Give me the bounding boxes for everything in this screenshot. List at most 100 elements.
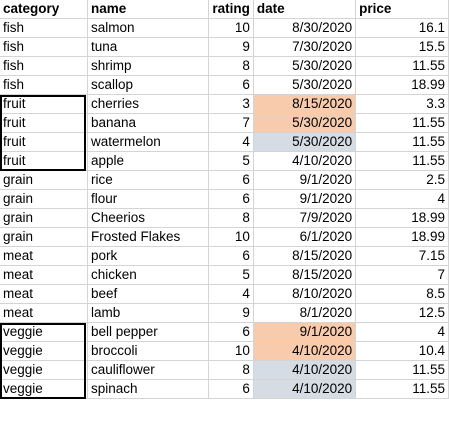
rating-cell[interactable]: 6 [208, 379, 254, 399]
rating-cell[interactable]: 9 [208, 37, 254, 57]
price-cell[interactable]: 18.99 [355, 208, 449, 228]
category-cell[interactable]: meat [0, 303, 88, 323]
category-cell[interactable]: fruit [0, 132, 88, 152]
category-cell[interactable]: grain [0, 170, 88, 190]
rating-cell[interactable]: 10 [208, 227, 254, 247]
header-date[interactable]: date [253, 0, 357, 19]
date-cell[interactable]: 8/1/2020 [253, 303, 357, 323]
name-cell[interactable]: watermelon [87, 132, 210, 152]
price-cell[interactable]: 7.15 [355, 246, 449, 266]
rating-cell[interactable]: 6 [208, 246, 254, 266]
price-cell[interactable]: 12.5 [355, 303, 449, 323]
name-cell[interactable]: rice [87, 170, 210, 190]
price-cell[interactable]: 11.55 [355, 113, 449, 133]
date-cell[interactable]: 5/30/2020 [253, 75, 357, 95]
name-cell[interactable]: chicken [87, 265, 210, 285]
date-cell[interactable]: 8/10/2020 [253, 284, 357, 304]
date-cell[interactable]: 5/30/2020 [253, 113, 357, 133]
category-cell[interactable]: veggie [0, 379, 88, 399]
rating-cell[interactable]: 4 [208, 132, 254, 152]
rating-cell[interactable]: 7 [208, 113, 254, 133]
name-cell[interactable]: pork [87, 246, 210, 266]
category-cell[interactable]: fish [0, 75, 88, 95]
name-cell[interactable]: scallop [87, 75, 210, 95]
name-cell[interactable]: broccoli [87, 341, 210, 361]
date-cell[interactable]: 9/1/2020 [253, 189, 357, 209]
rating-cell[interactable]: 6 [208, 75, 254, 95]
name-cell[interactable]: spinach [87, 379, 210, 399]
date-cell[interactable]: 8/30/2020 [253, 18, 357, 38]
date-cell[interactable]: 8/15/2020 [253, 94, 357, 114]
price-cell[interactable]: 10.4 [355, 341, 449, 361]
date-cell[interactable]: 7/30/2020 [253, 37, 357, 57]
category-cell[interactable]: veggie [0, 341, 88, 361]
rating-cell[interactable]: 6 [208, 170, 254, 190]
name-cell[interactable]: Frosted Flakes [87, 227, 210, 247]
name-cell[interactable]: salmon [87, 18, 210, 38]
header-price[interactable]: price [355, 0, 449, 19]
rating-cell[interactable]: 5 [208, 151, 254, 171]
price-cell[interactable]: 11.55 [355, 56, 449, 76]
date-cell[interactable]: 7/9/2020 [253, 208, 357, 228]
category-cell[interactable]: fish [0, 37, 88, 57]
category-cell[interactable]: fish [0, 56, 88, 76]
price-cell[interactable]: 18.99 [355, 227, 449, 247]
rating-cell[interactable]: 5 [208, 265, 254, 285]
price-cell[interactable]: 8.5 [355, 284, 449, 304]
date-cell[interactable]: 8/15/2020 [253, 265, 357, 285]
rating-cell[interactable]: 10 [208, 341, 254, 361]
name-cell[interactable]: cauliflower [87, 360, 210, 380]
name-cell[interactable]: lamb [87, 303, 210, 323]
header-category[interactable]: category [0, 0, 88, 19]
price-cell[interactable]: 11.55 [355, 151, 449, 171]
date-cell[interactable]: 4/10/2020 [253, 360, 357, 380]
category-cell[interactable]: fish [0, 18, 88, 38]
date-cell[interactable]: 5/30/2020 [253, 132, 357, 152]
rating-cell[interactable]: 6 [208, 322, 254, 342]
rating-cell[interactable]: 8 [208, 56, 254, 76]
name-cell[interactable]: apple [87, 151, 210, 171]
date-cell[interactable]: 9/1/2020 [253, 322, 357, 342]
rating-cell[interactable]: 3 [208, 94, 254, 114]
category-cell[interactable]: fruit [0, 94, 88, 114]
price-cell[interactable]: 11.55 [355, 132, 449, 152]
name-cell[interactable]: tuna [87, 37, 210, 57]
date-cell[interactable]: 4/10/2020 [253, 151, 357, 171]
category-cell[interactable]: grain [0, 208, 88, 228]
date-cell[interactable]: 4/10/2020 [253, 379, 357, 399]
name-cell[interactable]: beef [87, 284, 210, 304]
date-cell[interactable]: 9/1/2020 [253, 170, 357, 190]
name-cell[interactable]: bell pepper [87, 322, 210, 342]
category-cell[interactable]: veggie [0, 322, 88, 342]
date-cell[interactable]: 6/1/2020 [253, 227, 357, 247]
name-cell[interactable]: flour [87, 189, 210, 209]
header-name[interactable]: name [87, 0, 210, 19]
price-cell[interactable]: 16.1 [355, 18, 449, 38]
date-cell[interactable]: 4/10/2020 [253, 341, 357, 361]
price-cell[interactable]: 11.55 [355, 379, 449, 399]
rating-cell[interactable]: 6 [208, 189, 254, 209]
date-cell[interactable]: 5/30/2020 [253, 56, 357, 76]
name-cell[interactable]: banana [87, 113, 210, 133]
price-cell[interactable]: 11.55 [355, 360, 449, 380]
price-cell[interactable]: 7 [355, 265, 449, 285]
name-cell[interactable]: cherries [87, 94, 210, 114]
price-cell[interactable]: 15.5 [355, 37, 449, 57]
category-cell[interactable]: meat [0, 284, 88, 304]
rating-cell[interactable]: 9 [208, 303, 254, 323]
name-cell[interactable]: Cheerios [87, 208, 210, 228]
category-cell[interactable]: veggie [0, 360, 88, 380]
rating-cell[interactable]: 4 [208, 284, 254, 304]
price-cell[interactable]: 2.5 [355, 170, 449, 190]
category-cell[interactable]: fruit [0, 113, 88, 133]
category-cell[interactable]: meat [0, 246, 88, 266]
header-rating[interactable]: rating [208, 0, 254, 19]
price-cell[interactable]: 4 [355, 322, 449, 342]
date-cell[interactable]: 8/15/2020 [253, 246, 357, 266]
category-cell[interactable]: meat [0, 265, 88, 285]
price-cell[interactable]: 4 [355, 189, 449, 209]
rating-cell[interactable]: 10 [208, 18, 254, 38]
rating-cell[interactable]: 8 [208, 208, 254, 228]
rating-cell[interactable]: 8 [208, 360, 254, 380]
name-cell[interactable]: shrimp [87, 56, 210, 76]
